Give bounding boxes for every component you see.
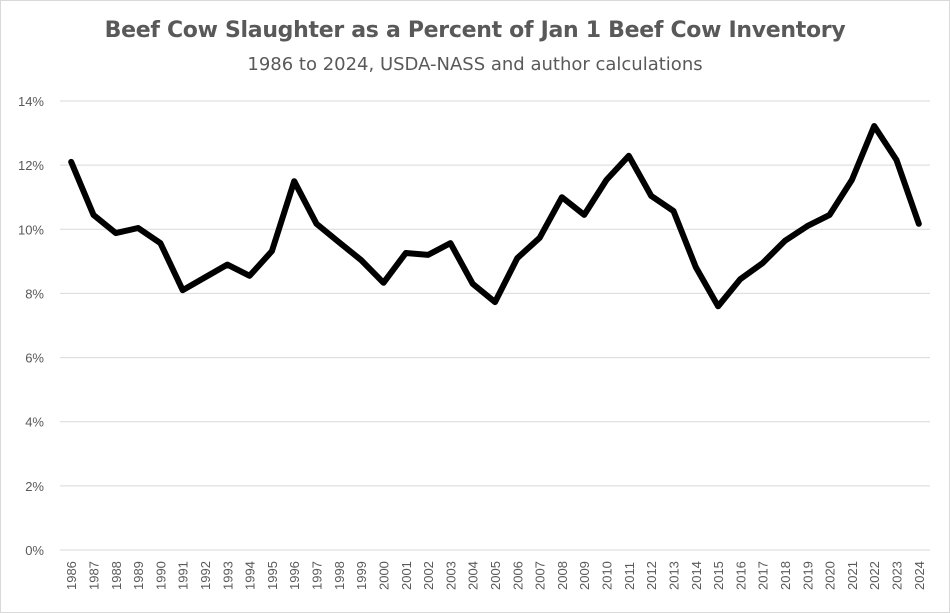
x-tick-label: 2009 [577, 561, 592, 590]
x-tick-label: 1992 [198, 561, 213, 590]
x-tick-label: 1996 [287, 561, 302, 590]
y-tick-label: 12% [18, 158, 44, 173]
chart-title: Beef Cow Slaughter as a Percent of Jan 1… [104, 18, 846, 43]
chart-subtitle: 1986 to 2024, USDA-NASS and author calcu… [247, 54, 703, 75]
x-tick-label: 2001 [399, 561, 414, 590]
x-tick-label: 1997 [310, 561, 325, 590]
x-tick-label: 2011 [622, 562, 637, 590]
y-tick-label: 2% [25, 479, 44, 494]
x-tick-label: 1993 [220, 561, 235, 590]
x-tick-label: 2018 [778, 561, 793, 590]
x-tick-label: 2007 [533, 561, 548, 590]
x-tick-label: 2014 [689, 561, 704, 590]
y-tick-label: 14% [18, 94, 44, 109]
x-tick-label: 1991 [176, 561, 191, 590]
x-tick-label: 2017 [756, 561, 771, 590]
y-tick-label: 10% [18, 222, 44, 237]
x-tick-label: 2015 [711, 561, 726, 590]
x-tick-label: 2000 [376, 561, 391, 590]
y-tick-label: 4% [25, 415, 44, 430]
x-tick-label: 1988 [109, 561, 124, 590]
x-tick-label: 2008 [555, 561, 570, 590]
x-tick-label: 2005 [488, 561, 503, 590]
x-tick-label: 2010 [600, 561, 615, 590]
x-tick-label: 2024 [912, 561, 927, 590]
y-tick-label: 8% [25, 286, 44, 301]
x-tick-label: 2019 [800, 561, 815, 590]
x-tick-label: 2003 [443, 561, 458, 590]
y-tick-label: 6% [25, 351, 44, 366]
x-tick-label: 1990 [153, 561, 168, 590]
x-tick-label: 1987 [86, 561, 101, 590]
x-tick-label: 2004 [466, 561, 481, 590]
x-tick-label: 1995 [265, 561, 280, 590]
x-tick-label: 2023 [890, 561, 905, 590]
x-tick-label: 2013 [666, 561, 681, 590]
x-tick-label: 1986 [64, 561, 79, 590]
x-tick-label: 2016 [733, 561, 748, 590]
data-line [68, 123, 922, 310]
x-tick-label: 1994 [243, 561, 258, 590]
x-tick-label: 2006 [510, 561, 525, 590]
y-tick-label: 0% [25, 543, 44, 558]
x-tick-label: 2022 [867, 561, 882, 590]
x-tick-label: 2002 [421, 561, 436, 590]
x-tick-label: 1998 [332, 561, 347, 590]
x-tick-label: 2021 [845, 561, 860, 590]
x-tick-label: 2012 [644, 561, 659, 590]
x-tick-label: 1999 [354, 561, 369, 590]
x-tick-label: 2020 [823, 561, 838, 590]
x-tick-label: 1989 [131, 561, 146, 590]
